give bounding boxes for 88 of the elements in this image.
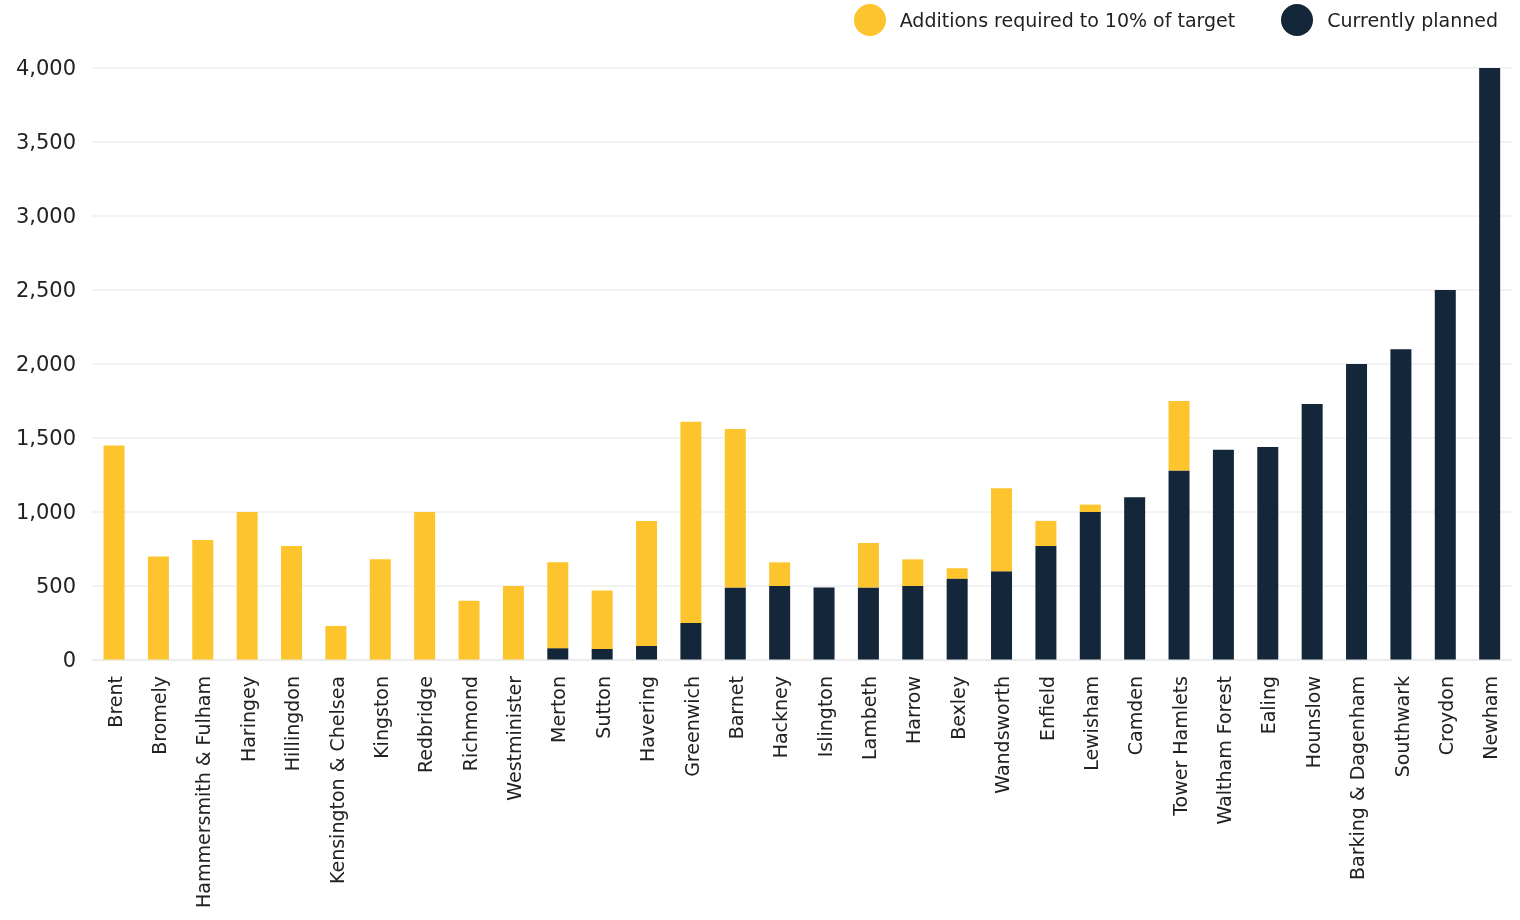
bar: [1079, 512, 1101, 660]
x-tick-label: Waltham Forest: [1213, 676, 1236, 825]
bar: [857, 587, 879, 660]
x-tick-label: Redbridge: [414, 676, 437, 774]
x-tick-label: Kingston: [369, 676, 392, 759]
x-tick-label: Bexley: [946, 676, 969, 740]
bar: [547, 648, 569, 660]
x-tick-label: Southwark: [1390, 676, 1413, 778]
bar: [502, 586, 524, 660]
bar: [591, 648, 613, 660]
x-tick-label: Hammersmith & Fulham: [192, 676, 215, 908]
y-tick-label: 3,500: [15, 130, 76, 155]
x-tick-label: Barnet: [724, 676, 747, 740]
legend-label: Currently planned: [1327, 9, 1498, 31]
bar: [1079, 504, 1101, 512]
x-tick-label: Bromely: [148, 676, 171, 755]
bar: [414, 512, 436, 660]
bar: [636, 520, 658, 646]
x-tick-label: Tower Hamlets: [1168, 676, 1191, 817]
x-tick-label: Barking & Dagenham: [1346, 676, 1369, 881]
x-tick-label: Enfield: [1035, 676, 1058, 742]
bar: [1390, 349, 1412, 660]
bar: [991, 488, 1013, 572]
x-tick-label: Croydon: [1434, 676, 1457, 756]
y-tick-label: 4,000: [15, 56, 76, 81]
x-tick-label: Brent: [103, 676, 126, 728]
bar: [281, 546, 303, 660]
bar: [547, 562, 569, 649]
x-tick-label: Richmond: [458, 676, 481, 772]
x-tick-label: Lewisham: [1079, 676, 1102, 771]
bar: [236, 512, 258, 660]
bar: [724, 429, 746, 588]
bar: [192, 540, 214, 660]
bar: [1479, 68, 1501, 660]
bar: [147, 556, 169, 660]
y-tick-label: 1,000: [15, 500, 76, 525]
bar: [636, 645, 658, 660]
x-tick-label: Wandsworth: [991, 676, 1014, 794]
x-tick-label: Hillingdon: [281, 676, 304, 772]
bar: [857, 543, 879, 588]
x-tick-label: Islington: [813, 676, 836, 758]
y-tick-label: 3,000: [15, 204, 76, 229]
x-tick-label: Westminister: [503, 675, 526, 801]
bar: [1434, 290, 1456, 660]
x-tick-label: Havering: [636, 676, 659, 763]
bar: [769, 562, 791, 586]
bar: [680, 421, 702, 623]
legend-label: Additions required to 10% of target: [899, 9, 1236, 31]
x-tick-label: Haringey: [236, 676, 259, 763]
x-tick-label: Sutton: [591, 676, 614, 739]
bar: [1301, 403, 1323, 660]
bar: [680, 623, 702, 660]
bar: [1168, 401, 1190, 471]
x-tick-label: Greenwich: [680, 676, 703, 777]
bar: [325, 625, 347, 660]
x-tick-label: Hounslow: [1301, 676, 1324, 769]
bar: [902, 559, 924, 586]
bar: [369, 559, 391, 660]
bar: [1212, 449, 1234, 660]
x-tick-label: Merton: [547, 676, 570, 744]
x-tick-label: Camden: [1124, 676, 1147, 756]
bar: [946, 568, 968, 579]
bar: [1035, 520, 1057, 547]
bar: [1035, 546, 1057, 660]
y-tick-label: 0: [62, 648, 76, 673]
bar: [103, 445, 125, 660]
bar: [1257, 446, 1279, 660]
y-tick-label: 2,000: [15, 352, 76, 377]
bar: [902, 586, 924, 660]
bar: [769, 586, 791, 660]
bar: [813, 587, 835, 660]
x-tick-label: Lambeth: [858, 676, 881, 760]
x-tick-label: Hackney: [769, 676, 792, 759]
bar: [591, 590, 613, 649]
bar: [946, 578, 968, 660]
bar: [1346, 364, 1368, 660]
x-tick-label: Harrow: [902, 676, 925, 744]
bar: [1168, 470, 1190, 660]
bar: [1124, 497, 1146, 660]
y-tick-label: 500: [35, 574, 76, 599]
x-tick-label: Newham: [1479, 676, 1502, 760]
y-tick-label: 1,500: [15, 426, 76, 451]
bar: [458, 600, 480, 660]
x-tick-label: Ealing: [1257, 676, 1280, 735]
bar: [724, 587, 746, 660]
bar: [991, 571, 1013, 660]
y-tick-label: 2,500: [15, 278, 76, 303]
x-tick-label: Kensington & Chelsea: [325, 676, 348, 885]
